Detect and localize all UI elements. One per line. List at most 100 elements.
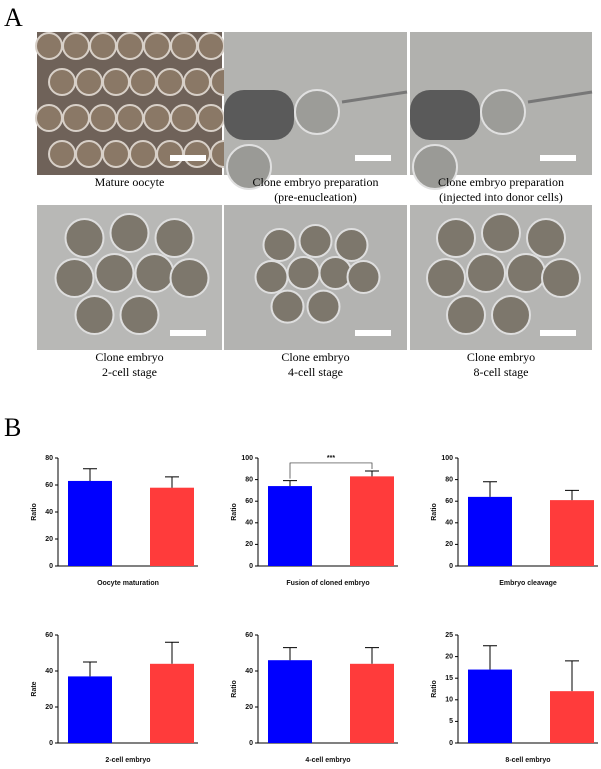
- y-tick-label: 0: [49, 563, 53, 570]
- bar: [268, 486, 312, 566]
- x-axis-label: 4-cell embryo: [305, 757, 350, 764]
- error-bar: [365, 470, 379, 477]
- x-axis-label: Oocyte maturation: [97, 580, 159, 587]
- error-bar: [483, 481, 497, 497]
- caption: Clone embryo: [281, 350, 349, 364]
- embryo: [346, 260, 381, 294]
- y-tick-label: 0: [49, 740, 53, 747]
- oocyte: [156, 140, 184, 168]
- error-bar: [483, 645, 497, 670]
- embryo: [270, 289, 305, 324]
- x-axis-label: 8-cell embryo: [505, 757, 550, 764]
- panel-label: B: [4, 413, 21, 442]
- y-tick-label: 5: [449, 718, 453, 725]
- bar: [550, 500, 594, 566]
- x-axis-label: Embryo cleavage: [499, 580, 557, 587]
- embryo: [286, 256, 321, 290]
- y-tick-label: 40: [45, 668, 53, 675]
- y-tick-label: 100: [441, 455, 453, 462]
- embryo: [506, 253, 546, 293]
- caption: (pre-enucleation): [274, 190, 357, 204]
- embryo: [94, 253, 135, 293]
- y-tick-label: 20: [245, 541, 253, 548]
- error-bar: [165, 641, 179, 664]
- y-tick-label: 0: [249, 740, 253, 747]
- oocyte: [89, 104, 117, 132]
- error-bar: [83, 661, 97, 677]
- oocyte: [170, 104, 198, 132]
- oocyte: [143, 32, 171, 60]
- embryo: [74, 295, 115, 335]
- caption: 8-cell stage: [474, 365, 529, 379]
- y-tick-label: 40: [245, 668, 253, 675]
- embryo: [436, 218, 476, 258]
- y-tick-label: 60: [245, 498, 253, 505]
- error-bar: [565, 489, 579, 501]
- error-bar: [83, 468, 97, 481]
- bar: [150, 663, 194, 743]
- y-tick-label: 20: [245, 704, 253, 711]
- embryo: [480, 89, 526, 135]
- oocyte: [62, 104, 90, 132]
- embryo: [294, 89, 340, 135]
- caption: Clone embryo preparation: [253, 175, 379, 189]
- error-bar: [565, 660, 579, 692]
- y-tick-label: 60: [45, 482, 53, 489]
- x-axis-label: 2-cell embryo: [105, 757, 150, 764]
- y-axis-label: Ratio: [431, 503, 438, 521]
- oocyte: [143, 104, 171, 132]
- caption: Clone embryo: [467, 350, 535, 364]
- embryo: [481, 213, 521, 253]
- bar: [350, 476, 394, 566]
- oocyte: [116, 32, 144, 60]
- oocyte: [48, 68, 76, 96]
- y-tick-label: 20: [445, 653, 453, 660]
- oocyte: [170, 32, 198, 60]
- scale-bar: [170, 330, 206, 336]
- embryo: [169, 258, 210, 298]
- y-tick-label: 0: [249, 563, 253, 570]
- oocyte: [102, 140, 130, 168]
- embryo: [109, 213, 150, 253]
- oocyte: [62, 32, 90, 60]
- oocyte: [75, 68, 103, 96]
- bar: [68, 676, 112, 743]
- embryo: [262, 228, 297, 262]
- bar: [150, 487, 194, 566]
- needle: [341, 90, 408, 104]
- y-tick-label: 80: [245, 476, 253, 483]
- scale-bar: [540, 330, 576, 336]
- y-tick-label: 80: [445, 476, 453, 483]
- y-tick-label: 20: [45, 704, 53, 711]
- embryo: [306, 289, 341, 324]
- y-tick-label: 0: [449, 563, 453, 570]
- oocyte: [197, 32, 225, 60]
- y-tick-label: 0: [449, 740, 453, 747]
- y-tick-label: 60: [445, 498, 453, 505]
- y-tick-label: 10: [445, 697, 453, 704]
- y-axis-label: Ratio: [231, 503, 238, 521]
- embryo: [412, 144, 458, 190]
- embryo: [298, 224, 333, 258]
- scale-bar: [355, 330, 391, 336]
- embryo: [119, 295, 160, 335]
- panel-label: A: [4, 3, 23, 32]
- y-tick-label: 80: [45, 455, 53, 462]
- embryo: [526, 218, 566, 258]
- oocyte: [183, 68, 211, 96]
- y-tick-label: 100: [241, 455, 253, 462]
- scale-bar: [540, 155, 576, 161]
- needle: [527, 90, 593, 104]
- error-bar: [283, 647, 297, 661]
- x-axis-label: Fusion of cloned embryo: [286, 580, 369, 587]
- oocyte: [129, 140, 157, 168]
- embryo: [426, 258, 466, 298]
- oocyte: [116, 104, 144, 132]
- y-tick-label: 40: [445, 520, 453, 527]
- bar: [468, 669, 512, 743]
- caption: Clone embryo: [95, 350, 163, 364]
- oocyte: [129, 68, 157, 96]
- y-tick-label: 60: [245, 632, 253, 639]
- error-bar: [165, 476, 179, 488]
